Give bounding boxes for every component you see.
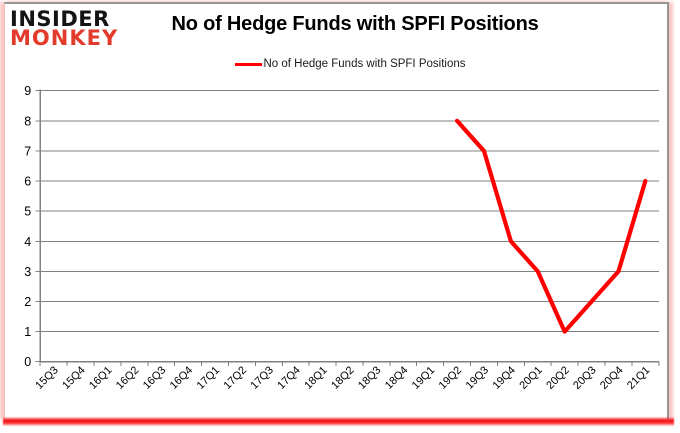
logo-line-insider: INSIDER [10, 7, 110, 31]
x-tick-label: 19Q4 [490, 364, 518, 392]
x-tick-label: 20Q1 [517, 364, 545, 392]
y-tick-label: 9 [24, 84, 31, 98]
chart-legend: No of Hedge Funds with SPFI Positions [20, 56, 680, 72]
x-tick-label: 17Q1 [195, 364, 223, 392]
y-tick-label: 0 [24, 355, 31, 369]
x-tick-label: 17Q2 [222, 364, 250, 392]
x-tick-label: 21Q1 [625, 364, 653, 392]
y-tick-label: 4 [24, 235, 31, 249]
x-tick-label: 20Q2 [544, 364, 572, 392]
chart-title: No of Hedge Funds with SPFI Positions [171, 13, 539, 35]
x-tick-label: 18Q4 [383, 364, 411, 392]
legend-line-icon [234, 62, 262, 66]
x-tick-label: 16Q2 [114, 364, 142, 392]
bottom-red-glow [3, 417, 674, 426]
x-tick-label: 18Q1 [302, 364, 330, 392]
legend-label: No of Hedge Funds with SPFI Positions [263, 58, 466, 70]
x-tick-label: 20Q3 [571, 364, 599, 392]
x-tick-label: 19Q1 [410, 364, 438, 392]
x-tick-label: 16Q4 [168, 364, 196, 392]
series-line [454, 118, 648, 334]
x-tick-label: 18Q2 [329, 364, 357, 392]
x-tick-label: 19Q2 [437, 364, 465, 392]
y-tick-label: 3 [24, 265, 31, 279]
logo-line-monkey: MONKEY [10, 26, 119, 51]
x-tick-label: 18Q3 [356, 364, 384, 392]
y-tick-label: 7 [24, 144, 31, 158]
chart-frame [4, 2, 669, 419]
x-tick-label: 15Q3 [33, 364, 61, 392]
y-tick-label: 8 [24, 114, 31, 128]
x-tick-label: 16Q1 [87, 364, 115, 392]
y-tick-label: 1 [24, 325, 31, 339]
insider-monkey-logo: INSIDER MONKEY [10, 7, 119, 51]
x-tick-label: 16Q3 [141, 364, 169, 392]
x-tick-label: 20Q4 [598, 364, 626, 392]
y-tick-label: 6 [24, 175, 31, 189]
x-tick-label: 17Q3 [248, 364, 276, 392]
x-tick-label: 15Q4 [60, 364, 88, 392]
x-tick-label: 19Q3 [464, 364, 492, 392]
x-tick-label: 17Q4 [275, 364, 303, 392]
y-tick-label: 2 [24, 295, 31, 309]
y-tick-label: 5 [24, 205, 31, 219]
